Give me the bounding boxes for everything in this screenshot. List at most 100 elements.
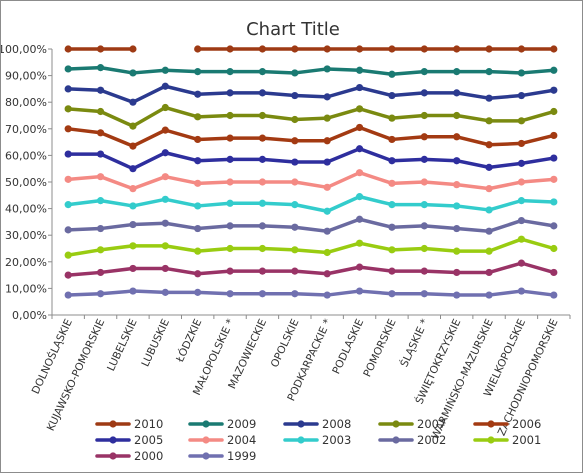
data-point xyxy=(258,222,267,230)
data-point xyxy=(291,178,299,186)
legend-label: 2010 xyxy=(134,417,163,431)
data-point xyxy=(161,66,169,74)
data-point xyxy=(550,198,558,206)
legend-label: 2007 xyxy=(417,417,446,431)
data-point xyxy=(258,267,267,275)
data-point xyxy=(96,268,105,277)
data-point xyxy=(355,45,364,53)
data-point xyxy=(453,224,461,233)
legend-label: 2002 xyxy=(417,433,446,447)
data-point xyxy=(161,149,169,157)
data-point xyxy=(323,270,331,278)
data-point xyxy=(517,69,526,77)
data-point xyxy=(64,65,72,73)
data-point xyxy=(323,65,331,73)
series-line-2006 xyxy=(66,125,556,148)
data-point xyxy=(96,107,105,116)
data-point xyxy=(550,244,558,253)
legend-swatch-marker xyxy=(487,420,495,428)
legend-swatch-marker xyxy=(392,420,400,428)
data-point xyxy=(194,157,202,165)
data-point xyxy=(323,45,331,53)
data-point xyxy=(96,45,105,53)
data-point xyxy=(64,201,72,209)
y-tick-label: 50,00% xyxy=(5,176,47,189)
legend-swatch-marker xyxy=(109,452,117,460)
chart-title: Chart Title xyxy=(246,19,340,40)
data-point xyxy=(388,179,396,187)
data-point xyxy=(258,89,267,97)
data-point xyxy=(485,227,493,235)
data-point xyxy=(453,202,461,210)
data-point xyxy=(323,248,331,257)
data-point xyxy=(453,45,461,53)
data-point xyxy=(485,247,493,255)
data-point xyxy=(194,202,202,210)
legend-swatch-marker xyxy=(392,436,400,444)
data-point xyxy=(291,158,299,166)
data-point xyxy=(355,145,364,153)
data-point xyxy=(161,242,169,250)
data-point xyxy=(226,89,234,97)
data-point xyxy=(226,290,234,298)
x-tick-label: LUBELSKIE xyxy=(105,317,140,373)
series-2010 xyxy=(64,45,558,53)
data-point xyxy=(517,139,526,148)
data-point xyxy=(517,159,526,167)
data-point xyxy=(64,175,72,183)
data-point xyxy=(258,199,267,207)
data-point xyxy=(420,244,428,253)
data-point xyxy=(96,86,105,94)
data-point xyxy=(194,179,202,187)
data-point xyxy=(420,133,428,141)
data-point xyxy=(226,134,234,142)
data-point xyxy=(96,197,105,205)
legend-label: 2003 xyxy=(322,433,351,447)
data-point xyxy=(129,122,137,130)
legend-label: 2008 xyxy=(322,417,351,431)
data-point xyxy=(161,219,169,227)
series-layer xyxy=(64,45,558,299)
legend-label: 2000 xyxy=(134,449,163,463)
data-point xyxy=(420,267,428,275)
data-point xyxy=(420,45,428,53)
data-point xyxy=(226,45,234,53)
data-point xyxy=(96,224,105,233)
data-point xyxy=(258,178,267,186)
data-point xyxy=(64,150,72,158)
data-point xyxy=(258,134,267,142)
y-tick-label: 90,00% xyxy=(5,70,47,83)
data-point xyxy=(194,113,202,121)
data-point xyxy=(258,45,267,53)
data-point xyxy=(291,246,299,254)
data-point xyxy=(517,91,526,100)
data-point xyxy=(485,163,493,171)
y-tick-label: 10,00% xyxy=(5,282,47,295)
x-tick-label: OPOLSKIE xyxy=(269,317,302,369)
data-point xyxy=(96,290,105,298)
data-point xyxy=(485,291,493,299)
data-point xyxy=(226,199,234,207)
data-point xyxy=(323,291,331,299)
data-point xyxy=(323,183,331,191)
data-point xyxy=(517,178,526,186)
data-point xyxy=(129,185,137,193)
x-tick-label: LUBUSKIE xyxy=(140,317,173,368)
data-point xyxy=(453,68,461,76)
legend-label: 2004 xyxy=(227,433,256,447)
data-point xyxy=(291,45,299,53)
data-point xyxy=(226,68,234,76)
legend-swatch-marker xyxy=(202,452,210,460)
legend-label: 1999 xyxy=(227,449,256,463)
data-point xyxy=(226,267,234,275)
data-point xyxy=(485,94,493,102)
data-point xyxy=(291,115,299,124)
data-point xyxy=(355,263,364,271)
data-point xyxy=(291,137,299,145)
data-point xyxy=(517,235,526,243)
data-point xyxy=(226,222,234,230)
data-point xyxy=(64,85,72,93)
data-point xyxy=(258,290,267,298)
legend-item-2003: 2003 xyxy=(283,433,351,447)
